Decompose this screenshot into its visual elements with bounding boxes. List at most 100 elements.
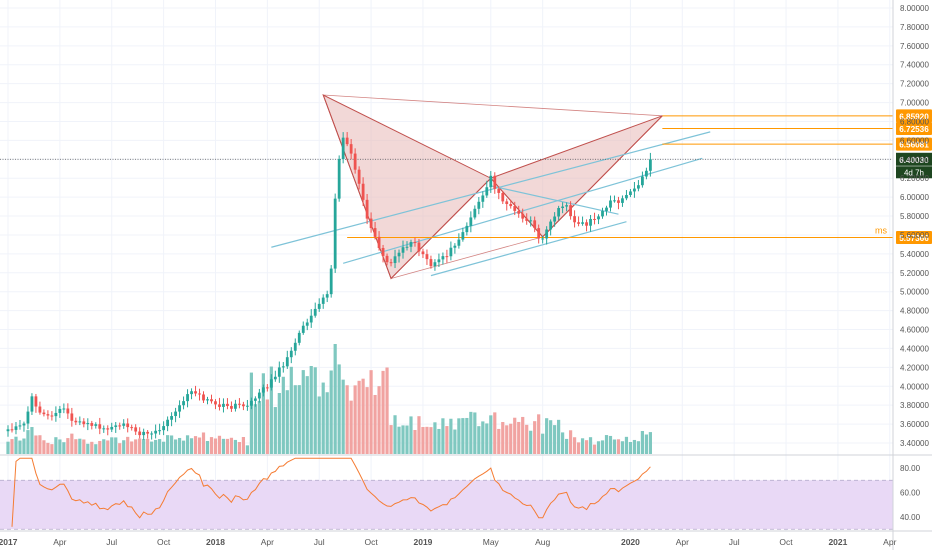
candle-body xyxy=(269,379,273,388)
candle-body xyxy=(461,232,465,240)
volume-bar xyxy=(285,390,289,454)
volume-bar xyxy=(102,439,106,454)
candle-body xyxy=(313,308,317,316)
volume-bar xyxy=(365,387,369,454)
candle-body xyxy=(537,228,541,239)
candle-body xyxy=(393,256,397,264)
volume-bar xyxy=(10,439,14,454)
horizontal-levels[interactable]: 6.85920 6.72536 6.56081 5.57366 ms 6.40030 4d … xyxy=(0,109,932,244)
volume-bar xyxy=(429,427,433,454)
candle-body xyxy=(226,403,229,407)
candle-body xyxy=(154,430,158,434)
price-tick-label: 3.60000 xyxy=(900,420,929,429)
candle-body xyxy=(345,137,349,145)
volume-bar xyxy=(485,423,489,454)
candle-body xyxy=(465,225,469,233)
current-price-tag xyxy=(896,152,932,166)
volume-bar xyxy=(525,424,529,454)
price-tick-label: 7.20000 xyxy=(900,80,929,89)
volume-bar xyxy=(517,421,521,454)
trend-line-3[interactable] xyxy=(430,221,627,277)
volume-bar xyxy=(253,404,257,454)
price-tick-label: 8.00000 xyxy=(900,4,929,13)
volume-bar xyxy=(413,429,417,454)
candle-body xyxy=(493,175,497,189)
time-tick-label: Oct xyxy=(779,537,793,547)
volume-bar xyxy=(565,438,569,454)
volume-bar xyxy=(98,440,102,454)
volume-bar xyxy=(257,401,261,454)
price-tick-label: 4.20000 xyxy=(900,363,929,372)
candle-body xyxy=(449,247,453,257)
candle-body xyxy=(625,195,628,199)
candle-body xyxy=(46,414,50,416)
candle-body xyxy=(142,431,146,436)
candle-body xyxy=(373,228,377,237)
volume-bar xyxy=(197,437,202,454)
volume-bar xyxy=(150,441,154,454)
volume-bar xyxy=(381,370,385,454)
volume-bar xyxy=(461,418,465,454)
volume-bar xyxy=(261,373,265,454)
pattern-triangle-2[interactable] xyxy=(489,115,663,238)
time-tick-label: Jul xyxy=(729,537,740,547)
level-price-tag xyxy=(896,137,932,151)
candle-body xyxy=(365,199,369,219)
volume-bar xyxy=(449,418,453,454)
volume-bar xyxy=(369,370,373,454)
volume-bar xyxy=(596,441,601,454)
volume-bar xyxy=(437,428,441,454)
candle-body xyxy=(98,424,102,429)
time-tick-label: Oct xyxy=(364,537,378,547)
candle-body xyxy=(425,254,429,260)
volume-bar xyxy=(245,445,249,454)
volume-bar xyxy=(14,436,18,454)
volume-bar xyxy=(529,430,533,454)
candle-body xyxy=(102,428,106,430)
volume-bar xyxy=(42,440,46,454)
candle-body xyxy=(249,400,253,406)
trend-line-down[interactable] xyxy=(490,185,619,215)
volume-bar xyxy=(130,441,134,454)
volume-bar xyxy=(173,439,178,454)
volume-bar xyxy=(604,435,609,454)
candle-body xyxy=(114,425,118,427)
volume-bar xyxy=(62,442,66,454)
volume-bar xyxy=(477,426,481,454)
candle-body xyxy=(509,204,513,207)
pattern-line-ac[interactable] xyxy=(390,236,543,279)
candle-body xyxy=(457,239,461,246)
rsi-tick-label: 40.00 xyxy=(900,513,921,522)
candle-body xyxy=(178,405,181,412)
candle-body xyxy=(126,423,130,428)
volume-bar xyxy=(553,425,557,454)
candle-body xyxy=(513,206,517,211)
volume-bar xyxy=(353,385,357,454)
pattern-line-xd[interactable] xyxy=(323,94,663,117)
candle-body xyxy=(42,412,46,415)
volume-bar xyxy=(349,400,353,454)
volume-bar xyxy=(648,432,652,454)
candle-body xyxy=(505,201,509,205)
candle-body xyxy=(629,191,632,196)
volume-bar xyxy=(533,421,537,454)
time-tick-label: 2019 xyxy=(413,537,432,547)
candle-body xyxy=(22,423,26,426)
countdown-tag xyxy=(896,166,932,179)
candle-body xyxy=(557,208,561,217)
volume-bar xyxy=(185,435,190,454)
volume-bar xyxy=(189,438,194,454)
time-tick-label: 2021 xyxy=(828,537,847,547)
candle-body xyxy=(553,216,557,222)
volume-bar xyxy=(489,415,493,454)
volume-bar xyxy=(549,420,553,454)
volume-bar xyxy=(481,421,485,454)
volume-bar xyxy=(229,437,234,454)
candle-body xyxy=(174,411,177,417)
pattern-triangle-1[interactable] xyxy=(322,93,492,280)
time-tick-label: Apr xyxy=(883,537,896,547)
countdown-label: 4d 7h xyxy=(904,168,924,177)
candle-body xyxy=(214,401,217,405)
